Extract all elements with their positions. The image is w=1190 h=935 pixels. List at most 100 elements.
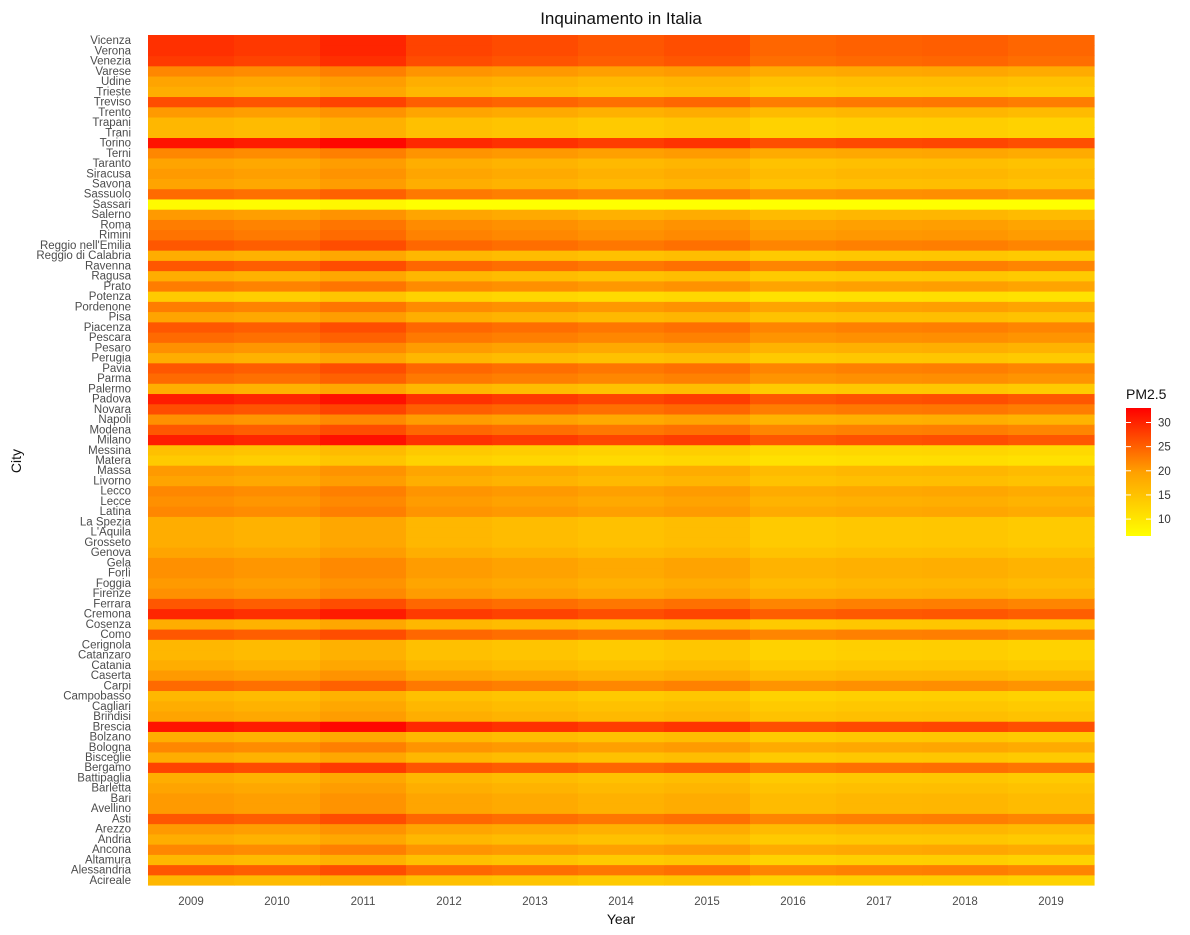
heatmap-cell	[234, 588, 321, 599]
heatmap-cell	[320, 280, 407, 292]
heatmap-cell	[578, 680, 665, 692]
heatmap-cell	[750, 526, 837, 538]
heatmap-cell	[1008, 690, 1095, 702]
heatmap-cell	[234, 628, 321, 640]
x-tick-label: 2019	[1038, 896, 1064, 908]
heatmap-cell	[320, 168, 407, 179]
heatmap-cell	[750, 106, 837, 118]
heatmap-cell	[406, 260, 493, 272]
heatmap-cell	[406, 168, 493, 179]
heatmap-cell	[492, 813, 579, 825]
heatmap-cell	[320, 178, 407, 190]
heatmap-cell	[922, 547, 1009, 558]
heatmap-cell	[1008, 178, 1095, 190]
heatmap-cell	[664, 547, 751, 558]
heatmap-cell	[922, 649, 1009, 661]
heatmap-cell	[664, 823, 751, 835]
heatmap-cell	[320, 301, 407, 313]
heatmap-cell	[148, 475, 235, 487]
y-tick-label: Acireale	[89, 875, 131, 887]
heatmap-cell	[922, 536, 1009, 548]
heatmap-cell	[148, 659, 235, 671]
heatmap-cell	[234, 536, 321, 548]
heatmap-cell	[492, 106, 579, 118]
heatmap-cell	[578, 844, 665, 855]
y-tick-label: Firenze	[93, 588, 131, 600]
heatmap-cell	[320, 823, 407, 835]
heatmap-cell	[836, 577, 923, 589]
y-tick-label: Catania	[91, 660, 131, 672]
y-tick-label: Foggia	[96, 578, 132, 590]
heatmap-cell	[664, 444, 751, 456]
heatmap-cell	[492, 75, 579, 87]
y-tick-label: Venezia	[90, 56, 132, 68]
heatmap-cell	[578, 669, 665, 681]
heatmap-cell	[406, 577, 493, 589]
heatmap-cell	[922, 250, 1009, 261]
heatmap-cell	[1008, 260, 1095, 272]
heatmap-cell	[320, 864, 407, 876]
heatmap-cell	[836, 721, 923, 732]
heatmap-cell	[234, 280, 321, 292]
heatmap-cell	[922, 45, 1009, 57]
heatmap-cell	[922, 454, 1009, 466]
heatmap-cell	[406, 96, 493, 108]
heatmap-cell	[750, 567, 837, 579]
y-tick-label: Salerno	[91, 209, 131, 221]
heatmap-cell	[922, 618, 1009, 630]
heatmap-cell	[664, 465, 751, 476]
heatmap-cell	[578, 147, 665, 159]
heatmap-cell	[320, 331, 407, 343]
heatmap-cell	[234, 741, 321, 753]
y-tick-label: Verona	[95, 45, 132, 57]
heatmap-cell	[234, 547, 321, 558]
heatmap-cell	[492, 291, 579, 302]
heatmap-cell	[750, 833, 837, 845]
heatmap-cell	[750, 147, 837, 159]
heatmap-cell	[664, 751, 751, 763]
heatmap-cell	[836, 588, 923, 599]
y-tick-label: Ancona	[92, 844, 132, 856]
heatmap-cell	[836, 710, 923, 722]
heatmap-cell	[320, 127, 407, 139]
heatmap-cell	[148, 280, 235, 292]
y-tick-label: Bari	[111, 793, 131, 805]
heatmap-cell	[1008, 823, 1095, 835]
heatmap-cell	[922, 96, 1009, 108]
heatmap-cell	[148, 65, 235, 77]
heatmap-cell	[320, 536, 407, 548]
heatmap-cell	[664, 188, 751, 200]
heatmap-cell	[148, 485, 235, 497]
heatmap-cell	[664, 331, 751, 343]
x-tick-label: 2010	[264, 896, 290, 908]
heatmap-cell	[922, 516, 1009, 528]
heatmap-cell	[664, 96, 751, 108]
heatmap-cell	[406, 485, 493, 497]
heatmap-cell	[836, 45, 923, 57]
heatmap-cell	[320, 311, 407, 323]
heatmap-cell	[1008, 465, 1095, 476]
y-tick-label: Pavia	[102, 363, 131, 375]
heatmap-cell	[1008, 700, 1095, 712]
heatmap-cell	[320, 588, 407, 599]
heatmap-cell	[406, 588, 493, 599]
heatmap-cell	[578, 772, 665, 784]
y-tick-label: Modena	[89, 424, 131, 436]
heatmap-cell	[750, 250, 837, 261]
heatmap-cell	[750, 65, 837, 77]
heatmap-cell	[492, 803, 579, 814]
heatmap-cell	[922, 485, 1009, 497]
y-tick-labels: AcirealeAlessandriaAltamuraAnconaAndriaA…	[36, 35, 131, 887]
heatmap-cell	[836, 485, 923, 497]
heatmap-cell	[664, 413, 751, 425]
heatmap-cell	[578, 168, 665, 179]
heatmap-cell	[320, 291, 407, 302]
heatmap-cell	[836, 96, 923, 108]
heatmap-cell	[922, 495, 1009, 507]
heatmap-cell	[922, 137, 1009, 149]
heatmap-cell	[320, 65, 407, 77]
heatmap-cell	[406, 321, 493, 333]
heatmap-cell	[750, 854, 837, 866]
heatmap-cell	[664, 854, 751, 866]
heatmap-cell	[750, 352, 837, 364]
